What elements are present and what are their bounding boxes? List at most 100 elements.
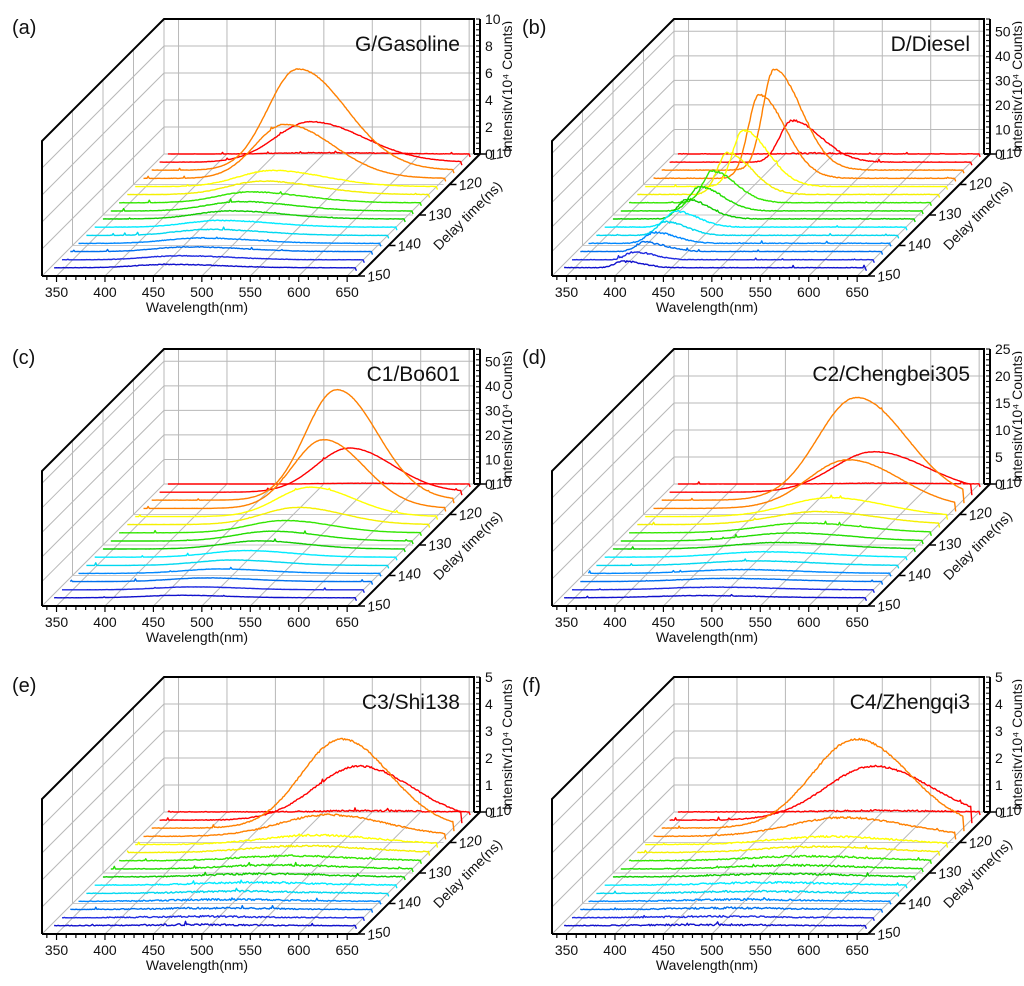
z-tick-label: 3 [995,723,1003,739]
spectrum-trace-128.7ns [110,198,414,215]
spectrum-trace-142ns [580,240,884,255]
panel-label: (f) [522,675,541,697]
spectrum-trace-144.7ns [571,586,875,594]
sample-title: D/Diesel [891,33,970,56]
z-tick-label: 30 [995,72,1011,88]
spectrum-trace-131.3ns [612,198,916,223]
spectrum-trace-144.7ns [571,914,875,922]
depth-tick-label: 110 [998,801,1022,821]
z-tick-label: 40 [485,378,501,394]
x-tick-label: 550 [749,284,773,300]
spectrum-trace-120.7ns [645,129,949,190]
panel-label: (c) [12,347,35,369]
traces [564,396,981,602]
spectrum-trace-112.7ns [159,447,463,496]
waterfall-plot: (d) C2/Chengbei305 350 400 450 500 550 600 650 Wa… [522,341,1022,645]
depth-tick-label: 150 [366,265,392,285]
z-tick-label: 5 [995,449,1003,465]
gridline [41,72,165,196]
spectrum-trace-126ns [628,854,932,864]
spectrum-trace-123.3ns [127,180,431,198]
spectrum-trace-136.7ns [596,558,900,569]
z-tick-label: 2 [485,750,493,766]
x-tick-label: 400 [603,614,627,630]
spectrum-trace-112.7ns [159,120,463,166]
gridline [551,784,675,908]
spectrum-trace-147.3ns [563,921,868,930]
spectrum-trace-110ns [167,150,471,158]
x-tick-label: 500 [700,942,724,958]
z-tick-label: 1 [995,777,1003,793]
depth-tick-label: 140 [906,565,932,585]
gridline [41,99,165,223]
x-tick-label: 650 [845,614,869,630]
panel-label: (d) [522,347,546,369]
gridline [551,757,675,881]
spectrum-trace-144.7ns [572,251,875,264]
spectrum-trace-120.7ns [645,834,949,848]
z-tick-label: 20 [485,427,501,443]
chart-panel-e: (e) C3/Shi138 350 400 450 500 550 600 650 Wavelen… [0,658,512,986]
spectrum-trace-110ns [677,151,981,158]
spectrum-trace-128.7ns [620,532,924,545]
spectrum-trace-136.7ns [596,220,900,239]
spectrum-trace-123.3ns [127,506,431,528]
spectrum-trace-120.7ns [135,486,439,520]
x-tick-label: 600 [797,284,821,300]
gridline [41,757,165,881]
spectrum-trace-136.7ns [86,226,390,239]
gridline [41,703,165,827]
spectrum-trace-128.7ns [110,861,414,873]
chart-panel-a: (a) G/Gasoline 350 400 450 500 550 600 650 Wavele… [0,0,512,328]
z-axis-title: Intensity(10⁴ Counts) [1009,679,1022,810]
z-tick-label: 5 [995,669,1003,685]
x-tick-label: 600 [797,942,821,958]
z-tick-label: 20 [995,368,1011,384]
z-tick-label: 8 [485,38,493,54]
x-tick-label: 450 [652,942,676,958]
depth-tick-label: 110 [998,473,1022,493]
x-tick-label: 650 [845,942,869,958]
x-tick-label: 500 [700,614,724,630]
gridline [41,730,165,854]
x-tick-label: 400 [93,942,117,958]
depth-tick-label: 140 [396,235,422,255]
x-tick-label: 350 [555,284,579,300]
x-axis-title: Wavelength(nm) [146,957,248,973]
gridline [551,30,675,154]
spectrum-trace-115.3ns [661,68,965,174]
x-tick-label: 650 [335,614,359,630]
gridline [551,55,675,179]
x-tick-label: 350 [45,942,69,958]
x-tick-label: 350 [45,614,69,630]
axes [41,676,487,940]
gridline [41,459,165,582]
spectrum-trace-126ns [628,169,932,207]
depth-tick-label: 120 [967,504,993,524]
spectrum-trace-115.3ns [151,68,455,174]
spectrum-trace-144.7ns [61,914,365,922]
spectrum-trace-147.3ns [54,263,358,272]
spectrum-trace-115.3ns [151,737,455,832]
depth-tick-label: 110 [488,143,512,163]
x-tick-label: 550 [749,614,773,630]
spectrum-trace-110ns [167,481,471,488]
spectrum-trace-142ns [70,245,374,255]
x-axis-title: Wavelength(nm) [146,299,248,315]
spectrum-trace-131.3ns [612,541,916,553]
x-tick-label: 500 [700,284,724,300]
spectrum-trace-118ns [143,813,447,840]
axes [551,676,997,940]
spectrum-trace-126ns [119,190,422,207]
gridline [551,456,675,580]
panel-label: (a) [12,17,36,39]
z-tick-label: 4 [995,696,1003,712]
depth-tick-label: 130 [937,534,963,554]
spectrum-trace-115.3ns [661,737,965,832]
z-tick-label: 0 [485,804,493,820]
traces [54,388,471,602]
axes [551,348,997,612]
